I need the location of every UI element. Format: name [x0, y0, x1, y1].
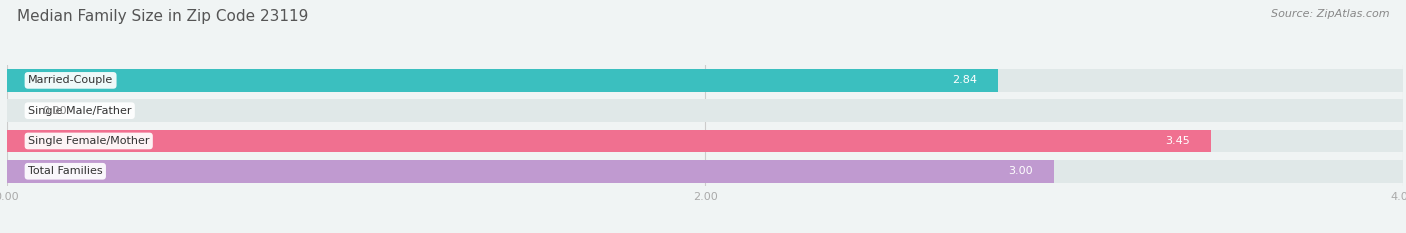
Text: Single Male/Father: Single Male/Father: [28, 106, 132, 116]
Bar: [7, 99, 1403, 122]
Bar: [7, 130, 1211, 152]
Text: 3.00: 3.00: [1008, 166, 1033, 176]
Text: Median Family Size in Zip Code 23119: Median Family Size in Zip Code 23119: [17, 9, 308, 24]
Bar: [7, 160, 1403, 183]
Text: Married-Couple: Married-Couple: [28, 75, 114, 85]
Text: 3.45: 3.45: [1166, 136, 1191, 146]
Bar: [7, 69, 1403, 92]
Bar: [7, 130, 1403, 152]
Text: 2.84: 2.84: [952, 75, 977, 85]
Text: Total Families: Total Families: [28, 166, 103, 176]
Text: Single Female/Mother: Single Female/Mother: [28, 136, 149, 146]
Text: 0.00: 0.00: [42, 106, 66, 116]
Text: Source: ZipAtlas.com: Source: ZipAtlas.com: [1271, 9, 1389, 19]
Bar: [7, 69, 998, 92]
Bar: [7, 160, 1054, 183]
